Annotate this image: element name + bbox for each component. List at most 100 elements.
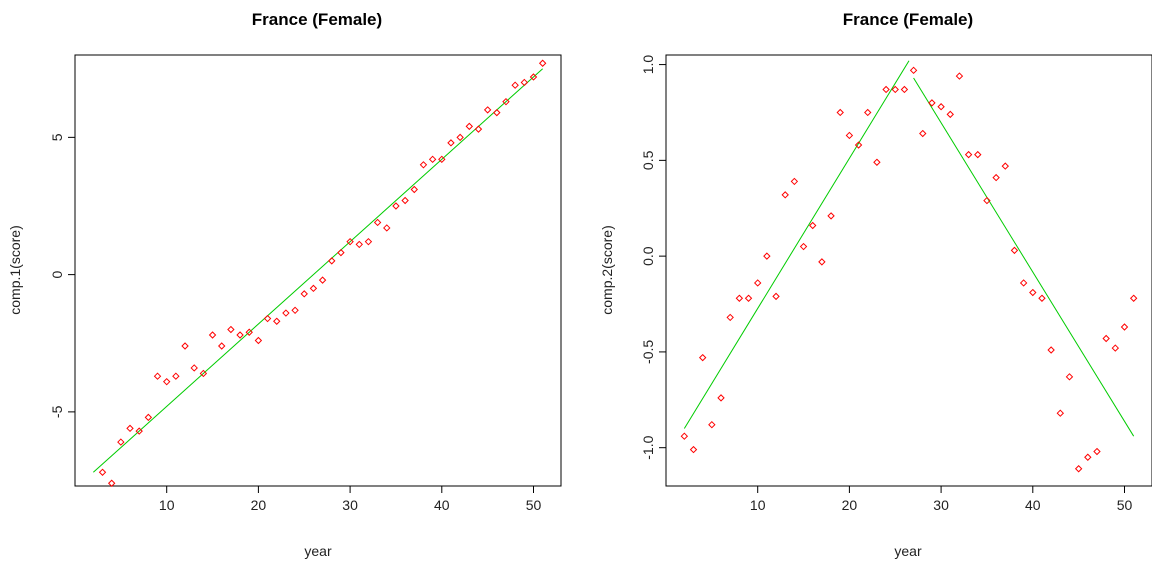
data-point — [1056, 409, 1065, 417]
data-point — [181, 342, 189, 350]
data-point — [974, 150, 982, 159]
y-tick-label: 0.5 — [640, 150, 656, 170]
data-point — [291, 306, 299, 315]
y-axis-label: comp.2(score) — [599, 225, 615, 314]
x-tick-label: 30 — [933, 497, 949, 513]
data-point — [827, 212, 835, 220]
data-point — [698, 353, 707, 362]
data-point — [346, 237, 354, 246]
data-point — [836, 108, 844, 117]
data-point — [153, 372, 162, 380]
data-point — [218, 342, 226, 350]
data-point — [873, 158, 881, 166]
fit-line — [93, 68, 543, 473]
data-point — [680, 432, 689, 440]
data-point — [538, 59, 547, 67]
data-point — [236, 331, 244, 339]
data-point — [799, 242, 808, 251]
data-point — [1129, 294, 1138, 302]
data-point — [438, 155, 446, 164]
fit-lines — [683, 60, 1135, 437]
data-point — [689, 445, 698, 454]
data-point — [955, 72, 964, 80]
data-point — [162, 377, 171, 386]
data-point — [318, 276, 327, 284]
data-point — [1029, 288, 1037, 297]
data-point — [717, 394, 725, 402]
x-tick-label: 50 — [526, 497, 542, 513]
data-point — [98, 468, 107, 476]
data-points — [680, 66, 1138, 473]
y-axis: -5 0 5 — [49, 133, 75, 418]
data-point — [937, 103, 945, 111]
data-point — [410, 185, 418, 194]
data-point — [900, 85, 909, 94]
x-tick-label: 20 — [251, 497, 267, 513]
x-tick-label: 30 — [342, 497, 358, 513]
data-point — [1084, 453, 1092, 461]
data-point — [117, 438, 125, 446]
data-point — [493, 108, 501, 117]
data-point — [1047, 346, 1055, 354]
y-tick-label: -1.0 — [640, 435, 656, 459]
data-point — [1102, 334, 1110, 343]
data-point — [983, 196, 991, 205]
x-axis: 10 20 30 40 50 — [750, 486, 1132, 513]
data-point — [447, 139, 455, 147]
x-axis-label: year — [894, 543, 922, 559]
y-axis: -1.0 -0.5 0.0 0.5 1.0 — [640, 55, 666, 460]
data-point — [1019, 279, 1028, 287]
data-point — [1074, 465, 1083, 473]
data-point — [781, 191, 789, 199]
data-point — [520, 78, 529, 87]
data-point — [135, 427, 143, 435]
data-point — [1010, 246, 1019, 255]
data-point — [245, 328, 253, 336]
data-point — [364, 237, 373, 246]
data-point — [465, 122, 474, 131]
data-point — [144, 413, 153, 422]
data-point — [909, 66, 918, 75]
chart-title: France (Female) — [252, 10, 382, 29]
data-point — [190, 364, 198, 372]
data-point — [456, 133, 464, 142]
data-point — [355, 240, 363, 249]
data-point — [300, 290, 308, 298]
data-point — [992, 173, 1000, 182]
fit-line — [913, 77, 1135, 437]
data-point — [1111, 344, 1120, 352]
data-point — [1001, 162, 1009, 170]
data-point — [891, 85, 899, 94]
data-point — [790, 177, 799, 186]
y-tick-label: 1.0 — [640, 55, 656, 75]
data-point — [483, 106, 492, 114]
data-point — [474, 125, 483, 133]
data-point — [337, 248, 345, 257]
data-point — [882, 85, 890, 94]
x-tick-label: 10 — [750, 497, 766, 513]
data-point — [919, 129, 927, 138]
data-point — [107, 479, 116, 487]
fit-lines — [93, 68, 543, 473]
data-point — [419, 161, 428, 169]
data-point — [1093, 447, 1101, 456]
data-point — [208, 331, 217, 339]
data-point — [928, 99, 936, 107]
data-point — [818, 258, 826, 266]
data-point — [1038, 294, 1046, 302]
data-point — [328, 257, 336, 265]
chart-title: France (Female) — [843, 10, 973, 29]
data-point — [772, 292, 780, 301]
data-point — [1120, 323, 1129, 331]
data-point — [708, 420, 716, 429]
chart-panel-comp1: France (Female) 10 20 30 40 50 -5 0 5 year com… — [7, 10, 562, 559]
y-tick-label: 5 — [49, 133, 65, 141]
data-point — [373, 218, 382, 227]
data-point — [227, 325, 235, 334]
data-point — [529, 73, 538, 81]
data-point — [392, 202, 400, 210]
data-point — [864, 108, 872, 117]
plot-frame — [74, 54, 562, 487]
data-point — [309, 284, 318, 293]
